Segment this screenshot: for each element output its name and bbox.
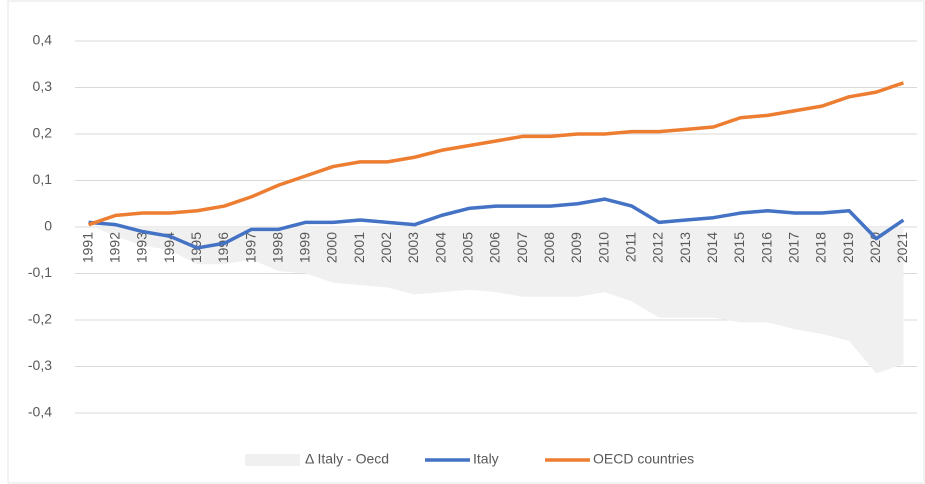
x-tick-label: 1996 — [215, 232, 231, 263]
x-tick-label: 2016 — [758, 232, 774, 263]
x-tick-label: 2015 — [731, 232, 747, 263]
legend-label: Δ Italy - Oecd — [305, 451, 389, 467]
line-series — [88, 197, 905, 250]
y-tick-label: -0,1 — [28, 264, 52, 280]
x-tick-label: 2007 — [514, 232, 530, 263]
x-tick-label: 2013 — [677, 232, 693, 263]
line-series — [88, 81, 904, 227]
x-tick-label: 2018 — [813, 232, 829, 263]
x-tick-label: 2021 — [894, 232, 910, 263]
x-tick-label: 2019 — [840, 232, 856, 263]
x-tick-label: 2000 — [324, 232, 340, 263]
y-tick-label: -0,2 — [28, 311, 52, 327]
difference-area — [88, 224, 904, 374]
x-tick-label: 1998 — [269, 232, 285, 263]
x-tick-label: 2017 — [785, 232, 801, 263]
x-tick-label: 1993 — [134, 232, 150, 263]
x-tick-label: 2011 — [623, 232, 639, 262]
x-tick-label: 1994 — [161, 232, 177, 263]
y-tick-label: 0,3 — [33, 78, 53, 94]
x-tick-label: 1997 — [242, 232, 258, 263]
x-tick-label: 1999 — [297, 232, 313, 263]
y-tick-label: 0,4 — [33, 32, 53, 48]
x-tick-label: 2002 — [378, 232, 394, 263]
x-tick-label: 1991 — [79, 232, 95, 263]
x-tick-label: 2004 — [432, 232, 448, 263]
legend-label: Italy — [473, 451, 499, 467]
x-tick-label: 2008 — [541, 232, 557, 263]
x-tick-label: 2012 — [650, 232, 666, 263]
x-tick-label: 2006 — [487, 232, 503, 263]
x-tick-label: 2020 — [867, 232, 883, 263]
x-tick-label: 2010 — [595, 232, 611, 263]
legend-swatch — [245, 454, 300, 466]
y-tick-label: 0,1 — [33, 171, 53, 187]
x-tick-label: 2009 — [568, 232, 584, 263]
legend-label: OECD countries — [593, 451, 694, 467]
x-tick-label: 2003 — [405, 232, 421, 263]
x-tick-label: 2005 — [460, 232, 476, 263]
y-tick-label: 0,2 — [33, 125, 53, 141]
y-tick-label: -0,4 — [28, 404, 52, 420]
x-tick-label: 2001 — [351, 232, 367, 263]
chart-frame — [7, 0, 925, 484]
x-tick-label: 2014 — [704, 232, 720, 263]
x-tick-label: 1992 — [106, 232, 122, 263]
y-tick-label: -0,3 — [28, 357, 52, 373]
y-tick-label: 0 — [44, 218, 52, 234]
